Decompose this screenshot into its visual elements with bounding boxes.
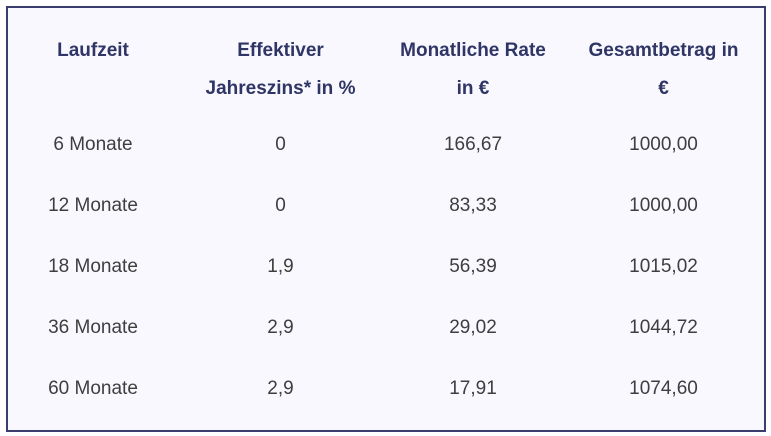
header-laufzeit: Laufzeit — [8, 8, 178, 114]
header-monatliche-rate-line2: in € — [456, 78, 490, 99]
cell-jahreszins: 0 — [275, 194, 286, 216]
cell-gesamtbetrag: 1000,00 — [629, 133, 698, 155]
cell-jahreszins: 0 — [275, 133, 286, 155]
header-jahreszins-line2: Jahreszins* in % — [205, 78, 356, 99]
cell-monatliche-rate: 166,67 — [443, 133, 503, 155]
cell-laufzeit: 12 Monate — [48, 194, 138, 216]
header-monatliche-rate: Monatliche Rate in € — [383, 8, 563, 114]
cell-jahreszins: 2,9 — [267, 377, 294, 399]
financing-table: Laufzeit Effektiver Jahreszins* in % Mon… — [8, 8, 764, 419]
cell-monatliche-rate: 56,39 — [449, 255, 497, 277]
financing-table-container: Laufzeit Effektiver Jahreszins* in % Mon… — [6, 6, 766, 432]
header-laufzeit-line1: Laufzeit — [57, 40, 129, 61]
cell-gesamtbetrag: 1074,60 — [629, 377, 698, 399]
cell-laufzeit: 18 Monate — [48, 255, 138, 277]
cell-laufzeit: 36 Monate — [48, 316, 138, 338]
header-monatliche-rate-line1: Monatliche Rate — [400, 40, 546, 61]
header-gesamtbetrag-line2: € — [658, 78, 669, 99]
header-jahreszins: Effektiver Jahreszins* in % — [178, 8, 383, 114]
table-row: 12 Monate 0 83,33 1000,00 — [8, 175, 764, 236]
table-row: 60 Monate 2,9 17,91 1074,60 — [8, 358, 764, 419]
cell-monatliche-rate: 17,91 — [449, 377, 497, 399]
table-header-row: Laufzeit Effektiver Jahreszins* in % Mon… — [8, 8, 764, 114]
header-gesamtbetrag: Gesamtbetrag in € — [563, 8, 764, 114]
cell-jahreszins: 1,9 — [267, 255, 294, 277]
cell-gesamtbetrag: 1044,72 — [629, 316, 698, 338]
table-row: 6 Monate 0 166,67 1000,00 — [8, 114, 764, 175]
header-jahreszins-line1: Effektiver — [237, 40, 324, 61]
cell-monatliche-rate: 83,33 — [449, 194, 497, 216]
header-gesamtbetrag-line1: Gesamtbetrag in — [588, 40, 739, 61]
cell-gesamtbetrag: 1000,00 — [629, 194, 698, 216]
table-row: 36 Monate 2,9 29,02 1044,72 — [8, 297, 764, 358]
cell-laufzeit: 6 Monate — [53, 133, 133, 155]
cell-monatliche-rate: 29,02 — [449, 316, 497, 338]
cell-jahreszins: 2,9 — [267, 316, 294, 338]
cell-laufzeit: 60 Monate — [48, 377, 138, 399]
cell-gesamtbetrag: 1015,02 — [629, 255, 698, 277]
table-row: 18 Monate 1,9 56,39 1015,02 — [8, 236, 764, 297]
